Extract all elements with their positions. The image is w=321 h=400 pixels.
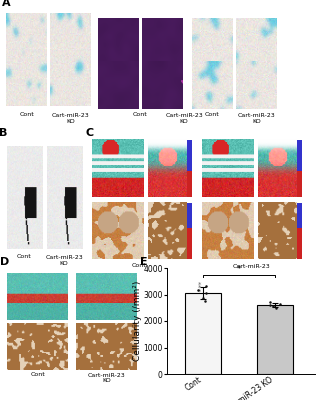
Text: Cart-miR-23
KO: Cart-miR-23 KO — [45, 256, 83, 266]
Text: *: * — [198, 288, 201, 294]
Text: Cont: Cont — [17, 254, 31, 258]
Text: Cart-miR-23
KO: Cart-miR-23 KO — [233, 264, 271, 275]
Text: Cont: Cont — [133, 112, 147, 117]
Text: *: * — [237, 265, 241, 274]
Text: Cart-miR-23
KO: Cart-miR-23 KO — [165, 114, 203, 124]
Bar — [257, 305, 293, 374]
Text: E: E — [140, 258, 148, 267]
Text: Cont: Cont — [205, 112, 220, 117]
Text: Cart-miR-23
KO: Cart-miR-23 KO — [238, 114, 275, 124]
FancyBboxPatch shape — [297, 202, 302, 228]
FancyBboxPatch shape — [187, 170, 192, 198]
FancyBboxPatch shape — [187, 228, 192, 259]
Text: Cont: Cont — [132, 262, 147, 268]
Text: Cont: Cont — [20, 112, 34, 117]
FancyBboxPatch shape — [297, 170, 302, 198]
Text: D: D — [0, 257, 10, 267]
Text: Cart-miR-23
KO: Cart-miR-23 KO — [52, 114, 90, 124]
FancyBboxPatch shape — [297, 228, 302, 259]
Text: C: C — [85, 128, 93, 138]
FancyBboxPatch shape — [297, 140, 302, 170]
FancyBboxPatch shape — [187, 202, 192, 228]
Text: *: * — [198, 282, 201, 288]
Text: *: * — [198, 285, 201, 291]
FancyBboxPatch shape — [187, 140, 192, 170]
Bar — [185, 293, 221, 374]
Text: Cart-miR-23
KO: Cart-miR-23 KO — [88, 373, 126, 384]
Text: B: B — [0, 128, 7, 138]
Text: A: A — [2, 0, 10, 8]
Text: Cont: Cont — [30, 372, 45, 377]
Y-axis label: Cellularity (/mm²): Cellularity (/mm²) — [133, 281, 142, 361]
